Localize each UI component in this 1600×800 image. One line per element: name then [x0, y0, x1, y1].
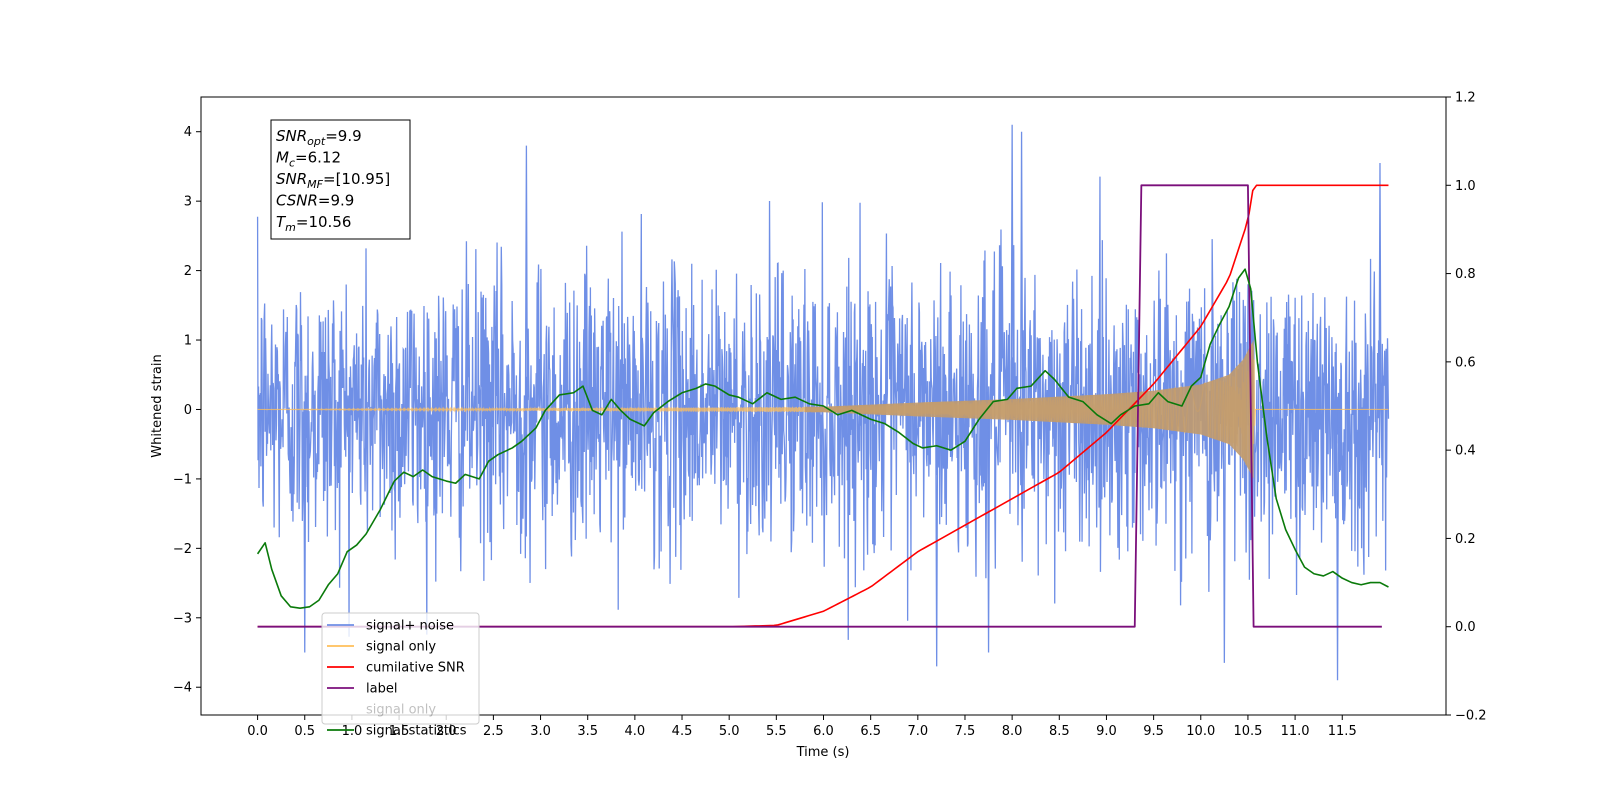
noise-spike [524, 145, 528, 410]
y2-tick-label: 1.2 [1455, 91, 1476, 106]
y-tick-label: 1 [184, 334, 192, 349]
y-axis-label: Whitened strain [150, 354, 165, 457]
x-tick-label: 6.5 [860, 724, 881, 739]
x-tick-label: 7.0 [907, 724, 928, 739]
y2-tick-label: 0.0 [1455, 620, 1476, 635]
x-tick-label: 8.5 [1049, 724, 1070, 739]
x-tick-label: 10.0 [1186, 724, 1215, 739]
x-tick-label: 2.5 [483, 724, 504, 739]
y2-tick-label: 0.8 [1455, 267, 1476, 282]
x-tick-label: 9.0 [1096, 724, 1117, 739]
signal-envelope [804, 340, 1254, 479]
noise-spike [303, 409, 307, 653]
x-tick-label: 0.0 [247, 724, 268, 739]
x-tick-label: 3.0 [530, 724, 551, 739]
y-tick-label: 2 [184, 264, 192, 279]
y2-tick-label: −0.2 [1455, 709, 1487, 724]
y-tick-label: −2 [173, 542, 192, 557]
axes: 0.0 0.5 1.0 1.5 2.0 2.5 3.0 3.5 4.0 4.5 5.0 5.5 6.0 6… [173, 91, 1487, 740]
legend-label: cumilative SNR [366, 661, 465, 676]
x-tick-label: 1.5 [389, 724, 410, 739]
x-tick-label: 8.0 [1002, 724, 1023, 739]
noise-spike [1019, 131, 1024, 410]
noise-spike [1010, 124, 1014, 410]
x-tick-label: 0.5 [294, 724, 315, 739]
y-tick-label: 0 [184, 403, 192, 418]
y-tick-label: −3 [173, 611, 192, 626]
noise-spike [935, 409, 939, 667]
y2-tick-label: 0.6 [1455, 355, 1476, 370]
annotation-line: SNRopt=9.9 [276, 127, 362, 148]
x-tick-label: 6.0 [813, 724, 834, 739]
legend-label: signal+ noise [366, 619, 454, 634]
noise-spike [1378, 162, 1382, 410]
x-tick-label: 5.0 [719, 724, 740, 739]
x-tick-label: 7.5 [955, 724, 976, 739]
noise-spike [1222, 409, 1226, 663]
x-tick-label: 11.5 [1328, 724, 1357, 739]
x-tick-label: 3.5 [577, 724, 598, 739]
legend: signal+ noise signal only cumilative SNR la… [321, 612, 480, 739]
y-tick-label: −4 [173, 681, 192, 696]
x-tick-label: 11.0 [1281, 724, 1310, 739]
y-tick-label: −1 [173, 472, 192, 487]
plot-area [256, 124, 1390, 681]
series-signal-noise [256, 176, 1390, 640]
series-label [257, 184, 1382, 628]
noise-spike [986, 409, 991, 653]
noise-spike [1335, 409, 1340, 681]
x-tick-label: 9.5 [1143, 724, 1164, 739]
x-tick-label: 10.5 [1233, 724, 1262, 739]
x-tick-label: 4.5 [672, 724, 693, 739]
x-tick-label: 5.5 [766, 724, 787, 739]
x-tick-label: 1.0 [342, 724, 363, 739]
legend-frame [321, 612, 480, 725]
legend-label: signal statistics [366, 724, 467, 739]
legend-label: label [366, 682, 397, 697]
y-tick-label: 4 [184, 125, 192, 140]
x-tick-label: 2.0 [436, 724, 457, 739]
legend-label: signal only [366, 703, 436, 718]
y2-tick-label: 1.0 [1455, 179, 1476, 194]
annotation-line: Mc=6.12 [276, 149, 341, 170]
series-signal-statistics [256, 268, 1389, 609]
annotation-frame [270, 119, 411, 240]
y2-tick-label: 0.2 [1455, 532, 1476, 547]
y-tick-label: 3 [184, 195, 192, 210]
legend-label: signal only [366, 640, 436, 655]
x-axis-label: Time (s) [796, 745, 850, 760]
y2-tick-label: 0.4 [1455, 444, 1476, 459]
x-tick-label: 4.0 [625, 724, 646, 739]
annotation-line: CSNR=9.9 [276, 192, 354, 210]
annotation-line: Tm=10.56 [276, 213, 351, 234]
annotation-line: SNRMF=[10.95] [276, 170, 390, 191]
